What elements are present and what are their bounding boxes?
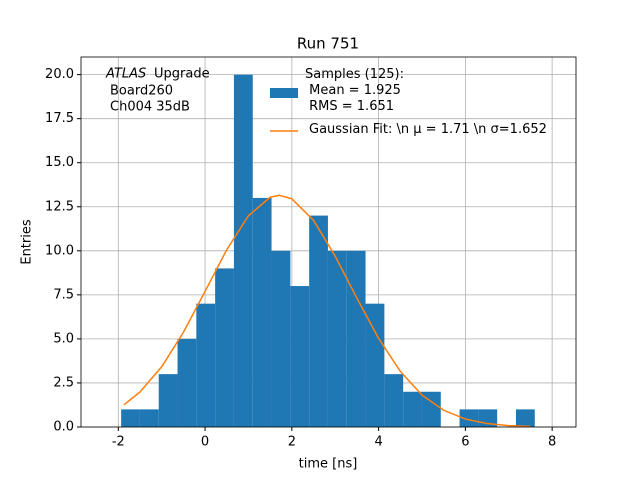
bar [215, 268, 234, 427]
x-axis-label: time [ns] [299, 457, 358, 472]
bar [346, 250, 366, 427]
bar [384, 374, 404, 427]
bar [196, 303, 216, 427]
legend-label: Samples (125): Mean = 1.925 RMS = 1.651 [305, 67, 404, 114]
legend-label: Gaussian Fit: \n μ = 1.71 \n σ=1.652 [309, 122, 547, 137]
y-tick-label: 0.0 [53, 420, 74, 435]
bar [139, 409, 159, 427]
annotation: Ch004 35dB [110, 100, 190, 115]
x-tick-label: 2 [288, 435, 296, 450]
bar [177, 338, 197, 427]
x-tick-label: -2 [112, 435, 125, 450]
x-tick-label: 6 [461, 435, 469, 450]
fit-line [123, 194, 531, 428]
bar [233, 74, 253, 427]
annotation: Upgrade [154, 67, 210, 82]
bar [459, 409, 479, 427]
y-tick-label: 12.5 [45, 199, 74, 214]
chart-title: Run 751 [297, 35, 359, 53]
bar [515, 409, 535, 427]
bar [158, 374, 178, 427]
y-axis-label: Entries [20, 219, 35, 265]
x-tick-label: 4 [374, 435, 382, 450]
bar [252, 197, 272, 427]
bar [271, 250, 291, 427]
y-tick-label: 15.0 [45, 155, 74, 170]
y-tick-label: 17.5 [45, 111, 74, 126]
annotation: Board260 [110, 84, 173, 99]
bar [290, 286, 310, 427]
bar [403, 391, 422, 427]
bar [121, 409, 140, 427]
bar [309, 215, 328, 427]
legend-swatch [270, 88, 298, 98]
axes-frame [80, 56, 577, 428]
x-tick-label: 0 [201, 435, 209, 450]
y-tick-label: 5.0 [53, 331, 74, 346]
y-tick-label: 10.0 [45, 243, 74, 258]
y-tick-label: 7.5 [53, 287, 74, 302]
y-tick-label: 2.5 [53, 375, 74, 390]
annotation: ATLAS [105, 67, 146, 82]
bar [365, 303, 385, 427]
x-tick-label: 8 [548, 435, 556, 450]
y-tick-label: 20.0 [45, 67, 74, 82]
bar [421, 391, 441, 427]
bar [327, 250, 347, 427]
